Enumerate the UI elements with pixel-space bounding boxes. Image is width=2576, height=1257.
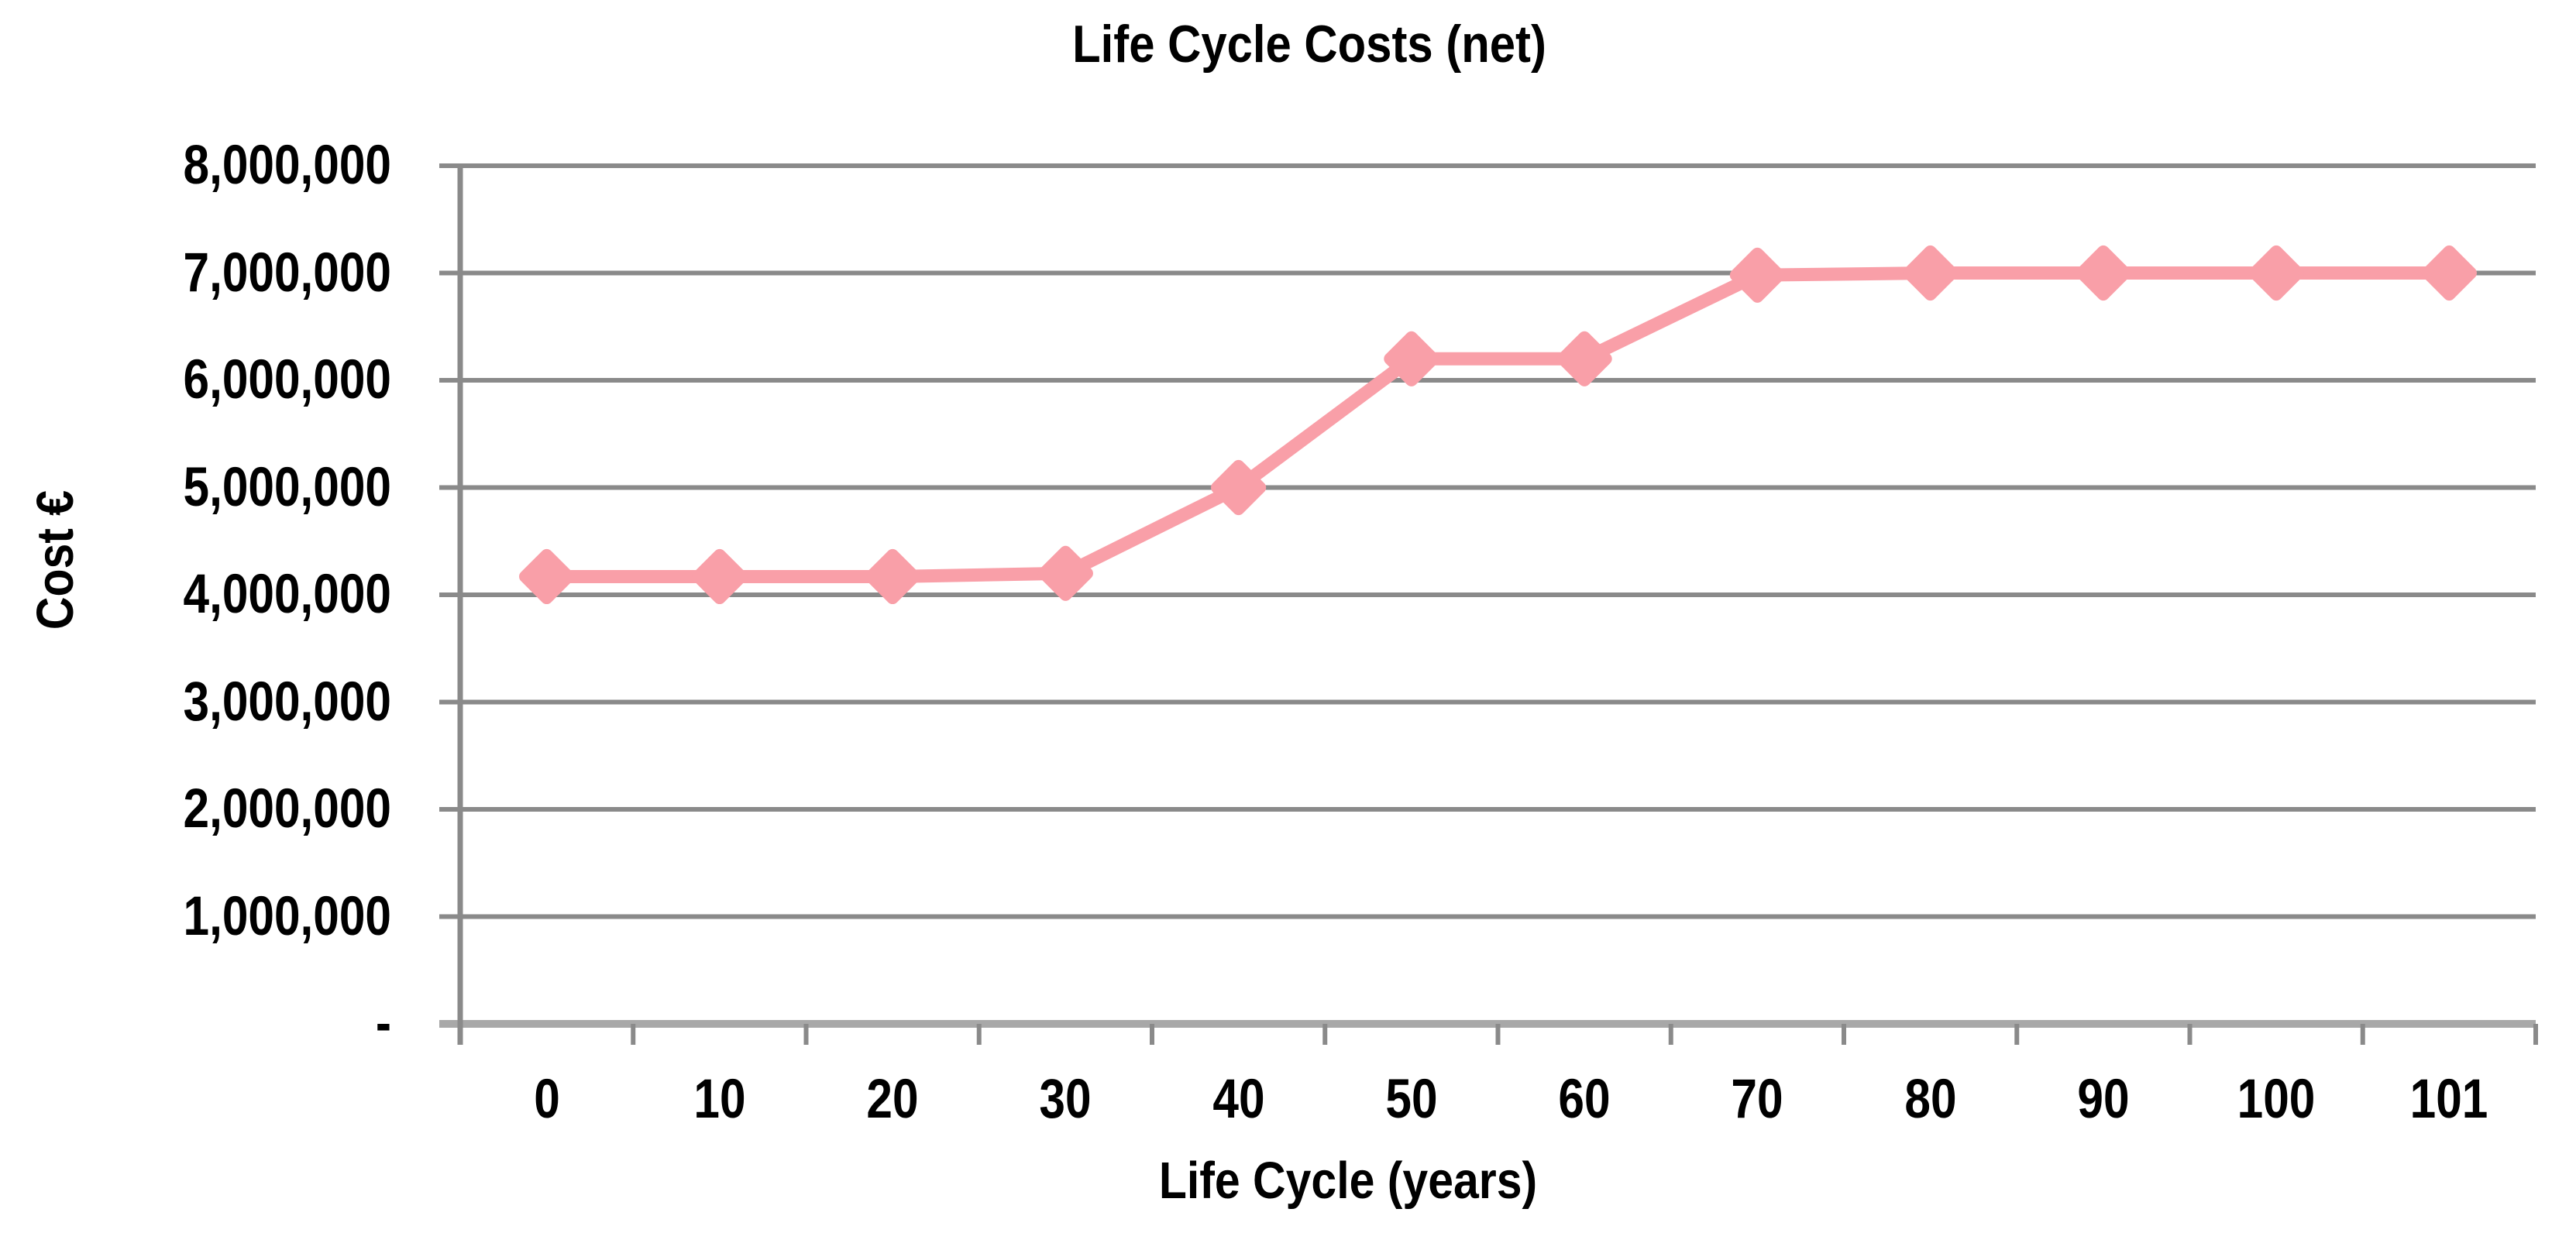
x-axis-tick-label: 90: [2077, 1069, 2130, 1130]
x-axis-title: Life Cycle (years): [1158, 1152, 1538, 1210]
x-axis-tick-label: 40: [1212, 1069, 1265, 1130]
data-point-marker: [865, 548, 920, 605]
data-point-marker: [2248, 245, 2304, 301]
x-axis-tick-label: 60: [1558, 1069, 1611, 1130]
x-axis-tick-label: 10: [693, 1069, 746, 1130]
data-point-marker: [1037, 545, 1093, 601]
y-axis-tick-label: 7,000,000: [183, 242, 391, 304]
y-axis-tick-label: 2,000,000: [183, 778, 391, 840]
data-point-marker: [1211, 459, 1267, 516]
data-point-marker: [1384, 331, 1439, 386]
x-axis-tick-label: 50: [1385, 1069, 1438, 1130]
y-axis-tick-label: 3,000,000: [183, 671, 391, 733]
data-point-marker: [2421, 245, 2477, 301]
x-axis-tick-label: 30: [1039, 1069, 1092, 1130]
series-line: [540, 266, 2456, 583]
data-point-marker: [1729, 247, 1785, 303]
x-axis-tick-label: 20: [866, 1069, 919, 1130]
y-axis-tick-label: 8,000,000: [183, 135, 391, 196]
x-axis-tick-label: 80: [1904, 1069, 1957, 1130]
y-axis-tick-label: 4,000,000: [183, 564, 391, 625]
data-point-marker: [519, 548, 575, 605]
data-point-marker: [692, 548, 748, 605]
data-point-marker: [2076, 245, 2131, 301]
y-axis-tick-label: 5,000,000: [183, 456, 391, 518]
data-point-marker: [1556, 331, 1612, 386]
chart-title: Life Cycle Costs (net): [1072, 15, 1546, 74]
x-axis-tick-label: 101: [2410, 1069, 2488, 1130]
x-axis-tick-label: 100: [2237, 1069, 2316, 1130]
y-axis-tick-label: 6,000,000: [183, 349, 391, 410]
data-point-marker: [1903, 245, 1959, 301]
y-axis-tick-label: 1,000,000: [183, 885, 391, 947]
y-axis-tick-label: -: [375, 993, 391, 1054]
x-axis-tick-label: 70: [1731, 1069, 1783, 1130]
x-axis-tick-label: 0: [533, 1069, 560, 1130]
